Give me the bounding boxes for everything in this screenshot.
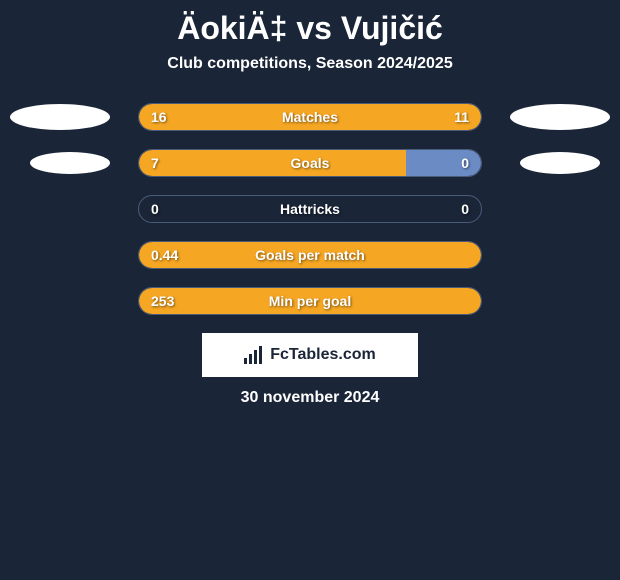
stat-value-right: 0 [461, 201, 469, 217]
stat-bar-min-per-goal: 253 Min per goal [138, 287, 482, 315]
page-title: ÄokiÄ‡ vs Vujičić [0, 10, 620, 47]
date-text: 30 november 2024 [0, 389, 620, 407]
stat-bar-hattricks: 0 Hattricks 0 [138, 195, 482, 223]
stat-label: Min per goal [269, 293, 351, 309]
bar-left-fill [139, 150, 406, 176]
stat-bar-goals: 7 Goals 0 [138, 149, 482, 177]
stat-row-hattricks: 0 Hattricks 0 [0, 195, 620, 223]
stat-row-goals-per-match: 0.44 Goals per match [0, 241, 620, 269]
bar-right-fill [406, 150, 481, 176]
stat-value-right: 11 [454, 109, 469, 125]
player-right-ellipse [520, 152, 600, 174]
stat-value-left: 16 [151, 109, 167, 125]
player-left-ellipse [10, 104, 110, 130]
logo-box[interactable]: FcTables.com [202, 333, 418, 377]
stat-value-left: 253 [151, 293, 174, 309]
stat-label: Goals per match [255, 247, 365, 263]
logo-text: FcTables.com [270, 346, 376, 364]
chart-icon [244, 346, 264, 364]
stat-value-left: 0.44 [151, 247, 178, 263]
stat-value-left: 7 [151, 155, 159, 171]
player-left-ellipse [30, 152, 110, 174]
stat-label: Goals [291, 155, 330, 171]
stat-value-right: 0 [461, 155, 469, 171]
stat-label: Matches [282, 109, 338, 125]
stat-bar-matches: 16 Matches 11 [138, 103, 482, 131]
stat-label: Hattricks [280, 201, 340, 217]
header: ÄokiÄ‡ vs Vujičić Club competitions, Sea… [0, 0, 620, 73]
stat-row-matches: 16 Matches 11 [0, 103, 620, 131]
stat-row-min-per-goal: 253 Min per goal [0, 287, 620, 315]
stat-value-left: 0 [151, 201, 159, 217]
player-right-ellipse [510, 104, 610, 130]
stat-row-goals: 7 Goals 0 [0, 149, 620, 177]
stat-bar-goals-per-match: 0.44 Goals per match [138, 241, 482, 269]
page-subtitle: Club competitions, Season 2024/2025 [0, 55, 620, 73]
stats-container: 16 Matches 11 7 Goals 0 0 Hattricks 0 0.… [0, 103, 620, 315]
